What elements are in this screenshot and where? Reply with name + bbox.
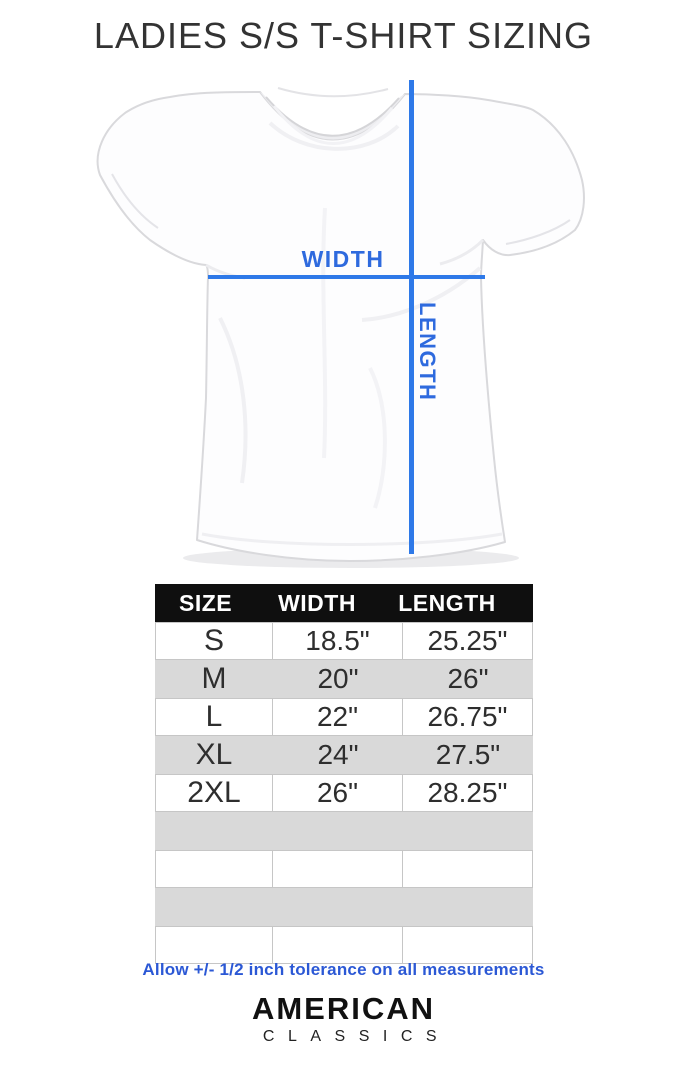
length-cell: 26" bbox=[447, 663, 489, 694]
empty-row bbox=[155, 888, 533, 926]
size-cell: S bbox=[155, 622, 273, 660]
empty-row bbox=[155, 850, 533, 888]
length-measure-line bbox=[409, 80, 414, 554]
size-cell: L bbox=[155, 698, 273, 736]
page-title: LADIES S/S T-SHIRT SIZING bbox=[93, 15, 594, 56]
width-cell: 20" bbox=[317, 663, 359, 694]
length-cell: 26.75" bbox=[403, 698, 533, 736]
size-row-m: M 20" 26" bbox=[155, 660, 533, 698]
length-label: LENGTH bbox=[415, 302, 440, 402]
brand-logo-classics: CLASSICS bbox=[262, 1028, 451, 1045]
size-cell: M bbox=[201, 662, 227, 695]
empty-row bbox=[155, 812, 533, 850]
size-chart-table: SIZE WIDTH LENGTH S 18.5" 25.25" M 20" 2… bbox=[155, 584, 533, 964]
tshirt-illustration bbox=[70, 68, 620, 568]
width-cell: 18.5" bbox=[273, 622, 403, 660]
size-row-s: S 18.5" 25.25" bbox=[155, 622, 533, 660]
brand-logo-american: AMERICAN bbox=[251, 991, 436, 1026]
length-cell: 25.25" bbox=[403, 622, 533, 660]
length-cell: 27.5" bbox=[435, 739, 501, 770]
size-row-xl: XL 24" 27.5" bbox=[155, 736, 533, 774]
width-label: WIDTH bbox=[301, 246, 385, 272]
size-cell: 2XL bbox=[155, 774, 273, 812]
width-measure-line bbox=[208, 275, 485, 279]
size-row-2xl: 2XL 26" 28.25" bbox=[155, 774, 533, 812]
size-cell: XL bbox=[195, 738, 233, 771]
length-cell: 28.25" bbox=[403, 774, 533, 812]
tolerance-note: Allow +/- 1/2 inch tolerance on all meas… bbox=[142, 960, 545, 979]
size-chart-header-row: SIZE WIDTH LENGTH bbox=[155, 584, 533, 622]
size-row-l: L 22" 26.75" bbox=[155, 698, 533, 736]
column-header-length: LENGTH bbox=[398, 589, 496, 616]
width-cell: 22" bbox=[273, 698, 403, 736]
column-header-width: WIDTH bbox=[278, 589, 356, 616]
width-cell: 24" bbox=[317, 739, 359, 770]
empty-row bbox=[155, 926, 533, 964]
column-header-size: SIZE bbox=[179, 589, 233, 616]
width-cell: 26" bbox=[273, 774, 403, 812]
tshirt-drawing bbox=[96, 87, 585, 568]
